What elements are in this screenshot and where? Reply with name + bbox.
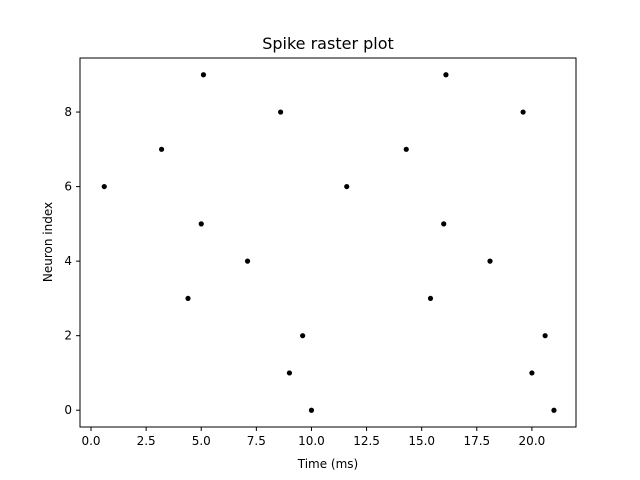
x-tick-label: 7.5: [247, 434, 266, 448]
x-tick-label: 15.0: [408, 434, 435, 448]
spike-point: [542, 333, 548, 339]
x-axis-ticks: 0.0 2.5 5.0 7.5 10.0 12.5 15.0 17.5 20.0: [81, 427, 545, 448]
x-tick-label: 2.5: [137, 434, 156, 448]
spike-point: [529, 370, 535, 376]
y-tick-label: 8: [64, 105, 72, 119]
spike-point: [551, 407, 557, 413]
spike-point: [198, 221, 204, 227]
x-tick-label: 0.0: [81, 434, 100, 448]
plot-area: 0.0 2.5 5.0 7.5 10.0 12.5 15.0 17.5 20.0 0 2 4 6 8: [64, 57, 577, 448]
spike-point: [520, 109, 526, 115]
spike-point: [244, 258, 251, 264]
y-axis-ticks: 0 2 4 6 8: [64, 105, 80, 417]
spike-point: [441, 221, 447, 227]
spike-point: [487, 258, 493, 264]
x-tick-label: 5.0: [192, 434, 211, 448]
spike-point: [300, 333, 306, 339]
chart-title: Spike raster plot: [262, 34, 394, 53]
spike-point: [200, 72, 207, 78]
y-tick-label: 4: [64, 254, 72, 268]
spike-point: [344, 183, 350, 190]
y-tick-label: 6: [64, 180, 72, 194]
plot-frame: [79, 57, 577, 428]
spike-point: [443, 72, 449, 78]
spike-point: [278, 109, 284, 115]
x-axis-label: Time (ms): [297, 457, 359, 471]
spike-point: [427, 295, 434, 302]
spike-points: [101, 72, 557, 413]
x-tick-label: 17.5: [463, 434, 490, 448]
spike-point: [158, 146, 165, 152]
x-tick-label: 20.0: [519, 434, 546, 448]
y-axis-label: Neuron index: [41, 202, 55, 282]
spike-point: [101, 183, 107, 190]
x-tick-label: 12.5: [353, 434, 380, 448]
spike-point: [308, 407, 315, 413]
x-tick-label: 10.0: [298, 434, 325, 448]
y-tick-label: 0: [64, 403, 72, 417]
spike-point: [286, 370, 293, 376]
spike-point: [185, 295, 191, 302]
spike-point: [403, 146, 409, 152]
y-tick-label: 2: [64, 329, 72, 343]
